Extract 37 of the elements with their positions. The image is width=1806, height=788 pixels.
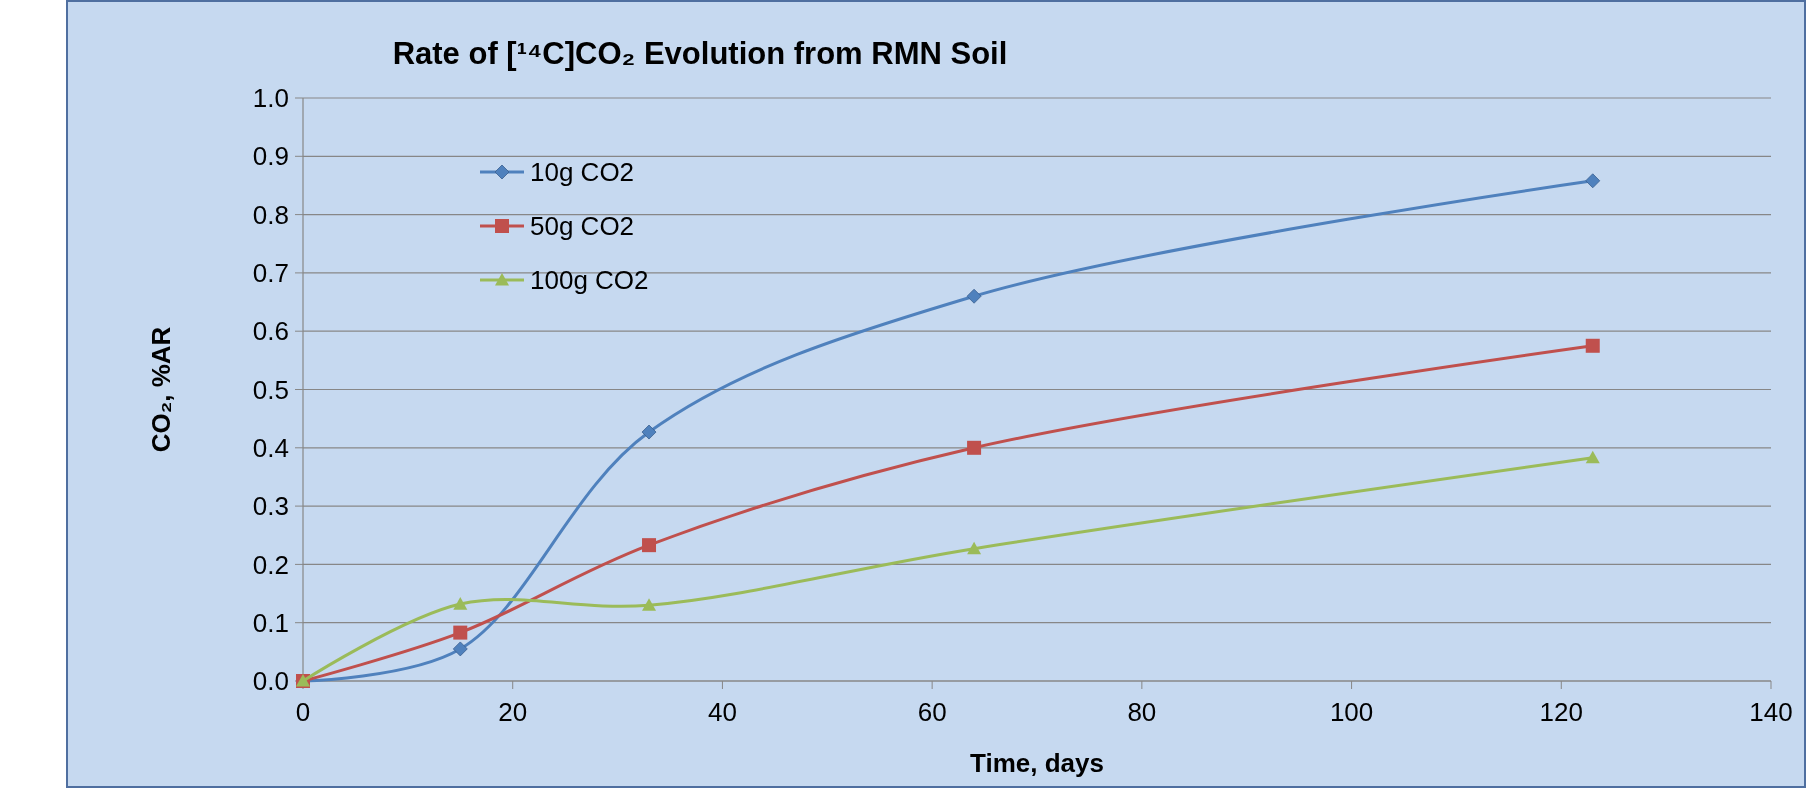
x-tick-label: 100	[1329, 697, 1374, 727]
point	[967, 541, 982, 555]
y-tick-label: 0.3	[252, 491, 289, 522]
y-axis-title: CO₂, %AR	[146, 326, 176, 453]
x-tick-label: 0	[295, 697, 311, 727]
x-tick-label: 80	[1127, 697, 1157, 727]
point	[967, 440, 982, 455]
x-tick-label: 20	[498, 697, 528, 727]
point	[453, 597, 468, 610]
point	[452, 641, 468, 657]
x-axis-title: Time, days	[970, 748, 1104, 778]
point	[641, 424, 657, 440]
y-tick-label: 0.0	[252, 666, 289, 697]
y-tick-label: 0.7	[252, 258, 289, 288]
point	[1585, 338, 1600, 353]
legend-label: 10g CO2	[530, 157, 635, 188]
y-tick-label: 0.8	[252, 199, 289, 230]
point	[966, 288, 982, 304]
point	[642, 598, 657, 611]
y-tick-label: 0.1	[252, 607, 289, 638]
point	[642, 538, 657, 553]
point	[1585, 173, 1601, 189]
chart-title: Rate of [¹⁴C]CO₂ Evolution from RMN Soil	[392, 36, 1008, 71]
x-tick-label: 140	[1749, 697, 1793, 727]
y-tick-label: 0.9	[252, 141, 289, 172]
y-tick-label: 0.5	[252, 374, 289, 405]
x-tick-label: 40	[707, 697, 737, 727]
legend-label: 100g CO2	[530, 265, 649, 296]
y-tick-label: 0.4	[252, 432, 289, 463]
legend-label: 50g CO2	[530, 211, 635, 242]
x-tick-label: 120	[1539, 697, 1583, 727]
x-tick-label: 60	[917, 697, 947, 727]
y-tick-label: 0.6	[252, 316, 289, 347]
point	[1585, 450, 1600, 464]
y-tick-label: 0.2	[252, 549, 289, 580]
point	[453, 625, 468, 640]
y-tick-label: 1.0	[252, 83, 289, 114]
